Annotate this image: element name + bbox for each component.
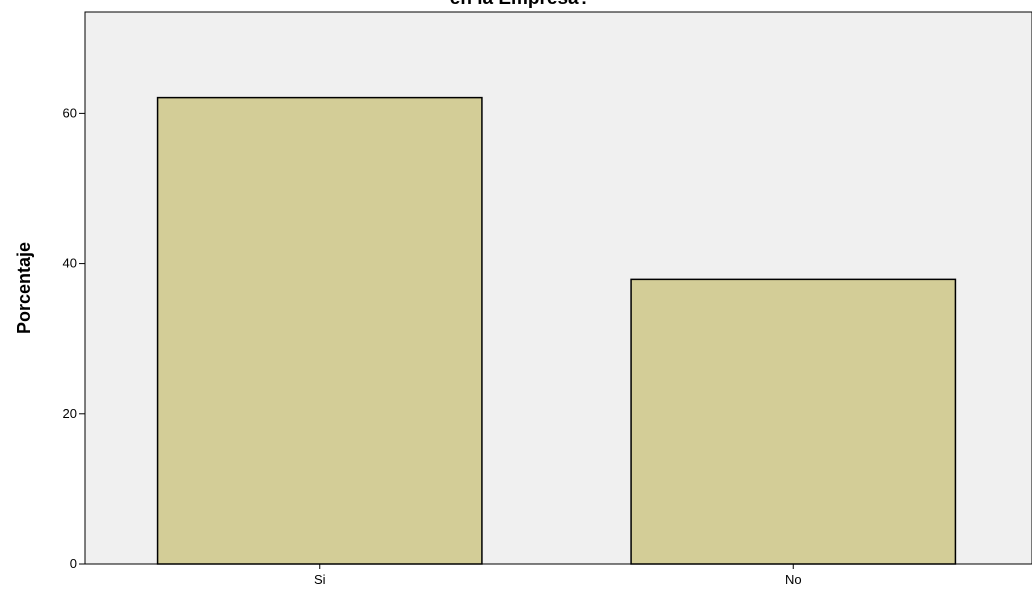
y-tick-label: 20 — [63, 406, 77, 421]
y-axis-ticks: 0 20 40 60 — [63, 105, 85, 571]
x-axis-ticks: Si No — [314, 564, 802, 587]
chart-title: en la Empresa? — [450, 0, 590, 9]
bar-no — [630, 278, 957, 565]
y-tick-label: 0 — [70, 556, 77, 571]
x-tick-label: Si — [314, 572, 326, 587]
x-tick-label: No — [785, 572, 802, 587]
y-axis-label: Porcentaje — [14, 242, 34, 334]
bars — [156, 96, 957, 565]
bar-si — [156, 96, 483, 565]
y-tick-label: 40 — [63, 256, 77, 271]
y-tick-label: 60 — [63, 105, 77, 120]
